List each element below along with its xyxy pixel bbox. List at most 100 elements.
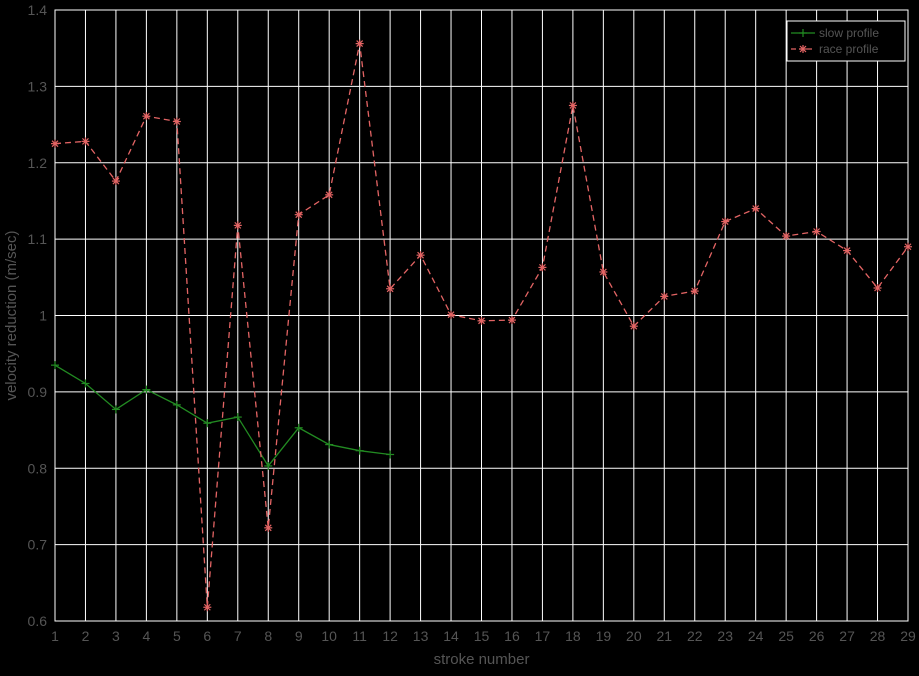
x-tick-label: 13 bbox=[413, 628, 429, 644]
x-tick-label: 25 bbox=[778, 628, 794, 644]
marker-stroke bbox=[539, 263, 546, 271]
marker-stroke bbox=[799, 45, 807, 53]
marker-stroke bbox=[569, 102, 577, 109]
y-tick-label: 0.8 bbox=[28, 460, 48, 476]
marker-stroke bbox=[234, 221, 242, 229]
data-point-race-profile bbox=[690, 287, 699, 296]
data-point-race-profile bbox=[538, 263, 547, 272]
data-point-race-profile bbox=[416, 251, 425, 260]
y-tick-label: 0.9 bbox=[28, 384, 48, 400]
y-tick-label: 1.2 bbox=[28, 155, 48, 171]
data-point-race-profile bbox=[447, 310, 456, 319]
legend: slow profile race profile bbox=[786, 20, 906, 62]
data-point-race-profile bbox=[203, 603, 212, 612]
data-point-race-profile bbox=[599, 267, 608, 276]
marker-stroke bbox=[295, 211, 303, 219]
x-tick-label: 22 bbox=[687, 628, 703, 644]
marker-stroke bbox=[203, 603, 211, 611]
marker-stroke bbox=[173, 118, 181, 125]
legend-label-slow-profile: slow profile bbox=[819, 26, 879, 40]
x-tick-label: 4 bbox=[142, 628, 150, 644]
data-point-race-profile bbox=[629, 322, 638, 331]
marker-stroke bbox=[721, 218, 729, 225]
legend-box bbox=[786, 20, 906, 62]
y-tick-label: 1.4 bbox=[28, 2, 48, 18]
x-tick-label: 3 bbox=[112, 628, 120, 644]
x-tick-label: 19 bbox=[596, 628, 612, 644]
data-point-race-profile bbox=[111, 177, 120, 186]
data-point-race-profile bbox=[142, 112, 151, 121]
data-point-race-profile bbox=[843, 246, 852, 255]
series-line-slow-profile bbox=[54, 364, 391, 468]
data-point-race-profile bbox=[873, 284, 882, 293]
marker-stroke bbox=[508, 316, 516, 324]
data-point-slow-profile bbox=[51, 361, 59, 370]
data-point-race-profile bbox=[751, 204, 760, 213]
y-tick-label: 1 bbox=[39, 308, 47, 324]
x-tick-label: 7 bbox=[234, 628, 242, 644]
data-point-race-profile bbox=[386, 284, 395, 293]
series-lines bbox=[51, 39, 912, 612]
x-axis-label: stroke number bbox=[434, 651, 530, 668]
x-tick-label: 20 bbox=[626, 628, 642, 644]
y-tick-label: 0.6 bbox=[28, 613, 48, 629]
data-point-race-profile bbox=[325, 190, 334, 199]
x-tick-label: 10 bbox=[321, 628, 337, 644]
y-axis-label: velocity reduction (m/sec) bbox=[3, 230, 20, 400]
marker-stroke bbox=[142, 112, 150, 120]
x-tick-label: 6 bbox=[203, 628, 211, 644]
data-point-slow-profile bbox=[203, 419, 212, 428]
x-tick-label: 18 bbox=[565, 628, 581, 644]
data-point-slow-profile bbox=[386, 450, 395, 459]
data-point-slow-profile bbox=[294, 423, 303, 432]
x-tick-label: 5 bbox=[173, 628, 181, 644]
data-point-slow-profile bbox=[325, 440, 334, 449]
data-point-race-profile bbox=[660, 292, 669, 301]
data-point-slow-profile bbox=[264, 461, 273, 470]
marker-stroke bbox=[112, 177, 120, 185]
data-point-race-profile bbox=[812, 227, 821, 236]
marker-stroke bbox=[356, 40, 364, 48]
x-tick-label: 29 bbox=[900, 628, 916, 644]
data-point-race-profile bbox=[904, 242, 912, 251]
y-tick-label: 0.7 bbox=[28, 537, 48, 553]
data-point-slow-profile bbox=[81, 379, 90, 388]
data-point-race-profile bbox=[233, 221, 242, 230]
data-point-race-profile bbox=[507, 316, 516, 325]
data-point-race-profile bbox=[782, 232, 791, 241]
x-tick-label: 8 bbox=[264, 628, 272, 644]
x-tick-label: 28 bbox=[870, 628, 886, 644]
data-point-race-profile bbox=[477, 316, 486, 325]
tick-labels: 1 2 3 4 5 6 7 8 9 10 11 12 13 14 15 16 17 18 19 20 21 22 23 24 2… bbox=[28, 2, 916, 644]
grid bbox=[54, 9, 909, 622]
x-tick-label: 15 bbox=[474, 628, 490, 644]
x-tick-label: 24 bbox=[748, 628, 764, 644]
marker-stroke bbox=[752, 205, 760, 212]
marker-stroke bbox=[660, 292, 668, 300]
x-tick-label: 21 bbox=[656, 628, 672, 644]
data-point-race-profile bbox=[264, 523, 273, 532]
data-point-race-profile bbox=[172, 117, 181, 126]
marker-stroke bbox=[904, 243, 912, 251]
marker-stroke bbox=[264, 524, 272, 532]
marker-stroke bbox=[874, 284, 881, 292]
data-point-race-profile bbox=[51, 139, 59, 148]
data-point-race-profile bbox=[568, 101, 577, 110]
y-tick-label: 1.1 bbox=[28, 231, 48, 247]
plot-border bbox=[54, 9, 909, 622]
x-tick-label: 23 bbox=[717, 628, 733, 644]
marker-stroke bbox=[691, 287, 699, 295]
marker-stroke bbox=[478, 317, 485, 325]
data-point-race-profile bbox=[355, 39, 364, 48]
legend-label-race-profile: race profile bbox=[819, 42, 879, 56]
marker-stroke bbox=[630, 322, 638, 330]
data-point-race-profile bbox=[721, 217, 730, 226]
x-tick-label: 2 bbox=[82, 628, 90, 644]
data-point-race-profile bbox=[294, 210, 303, 219]
axis-labels: stroke number velocity reduction (m/sec) bbox=[3, 230, 529, 668]
x-tick-label: 9 bbox=[295, 628, 303, 644]
marker-stroke bbox=[417, 251, 424, 259]
legend-marker-race-profile bbox=[799, 45, 807, 53]
marker-stroke bbox=[599, 268, 607, 276]
